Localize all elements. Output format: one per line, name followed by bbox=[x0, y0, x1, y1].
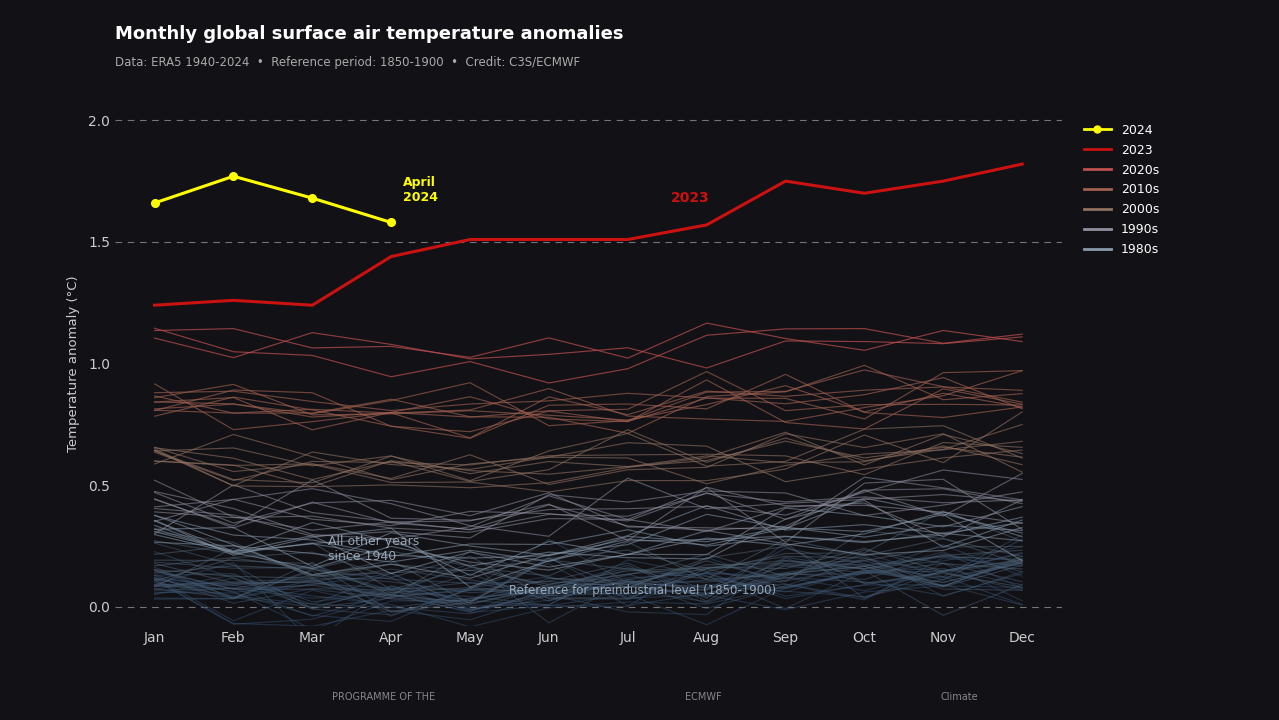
Text: Data: ERA5 1940-2024  •  Reference period: 1850-1900  •  Credit: C3S/ECMWF: Data: ERA5 1940-2024 • Reference period:… bbox=[115, 56, 581, 69]
Text: ECMWF: ECMWF bbox=[686, 692, 721, 702]
Text: Reference for preindustrial level (1850-1900): Reference for preindustrial level (1850-… bbox=[509, 583, 776, 597]
Text: April
2024: April 2024 bbox=[403, 176, 437, 204]
Text: 2023: 2023 bbox=[671, 191, 710, 204]
Legend: 2024, 2023, 2020s, 2010s, 2000s, 1990s, 1980s: 2024, 2023, 2020s, 2010s, 2000s, 1990s, … bbox=[1077, 117, 1165, 262]
Text: All other years
since 1940: All other years since 1940 bbox=[327, 534, 420, 562]
Text: Climate: Climate bbox=[940, 692, 978, 702]
Y-axis label: Temperature anomaly (°C): Temperature anomaly (°C) bbox=[67, 275, 79, 452]
Text: PROGRAMME OF THE: PROGRAMME OF THE bbox=[333, 692, 435, 702]
Text: Monthly global surface air temperature anomalies: Monthly global surface air temperature a… bbox=[115, 25, 624, 43]
